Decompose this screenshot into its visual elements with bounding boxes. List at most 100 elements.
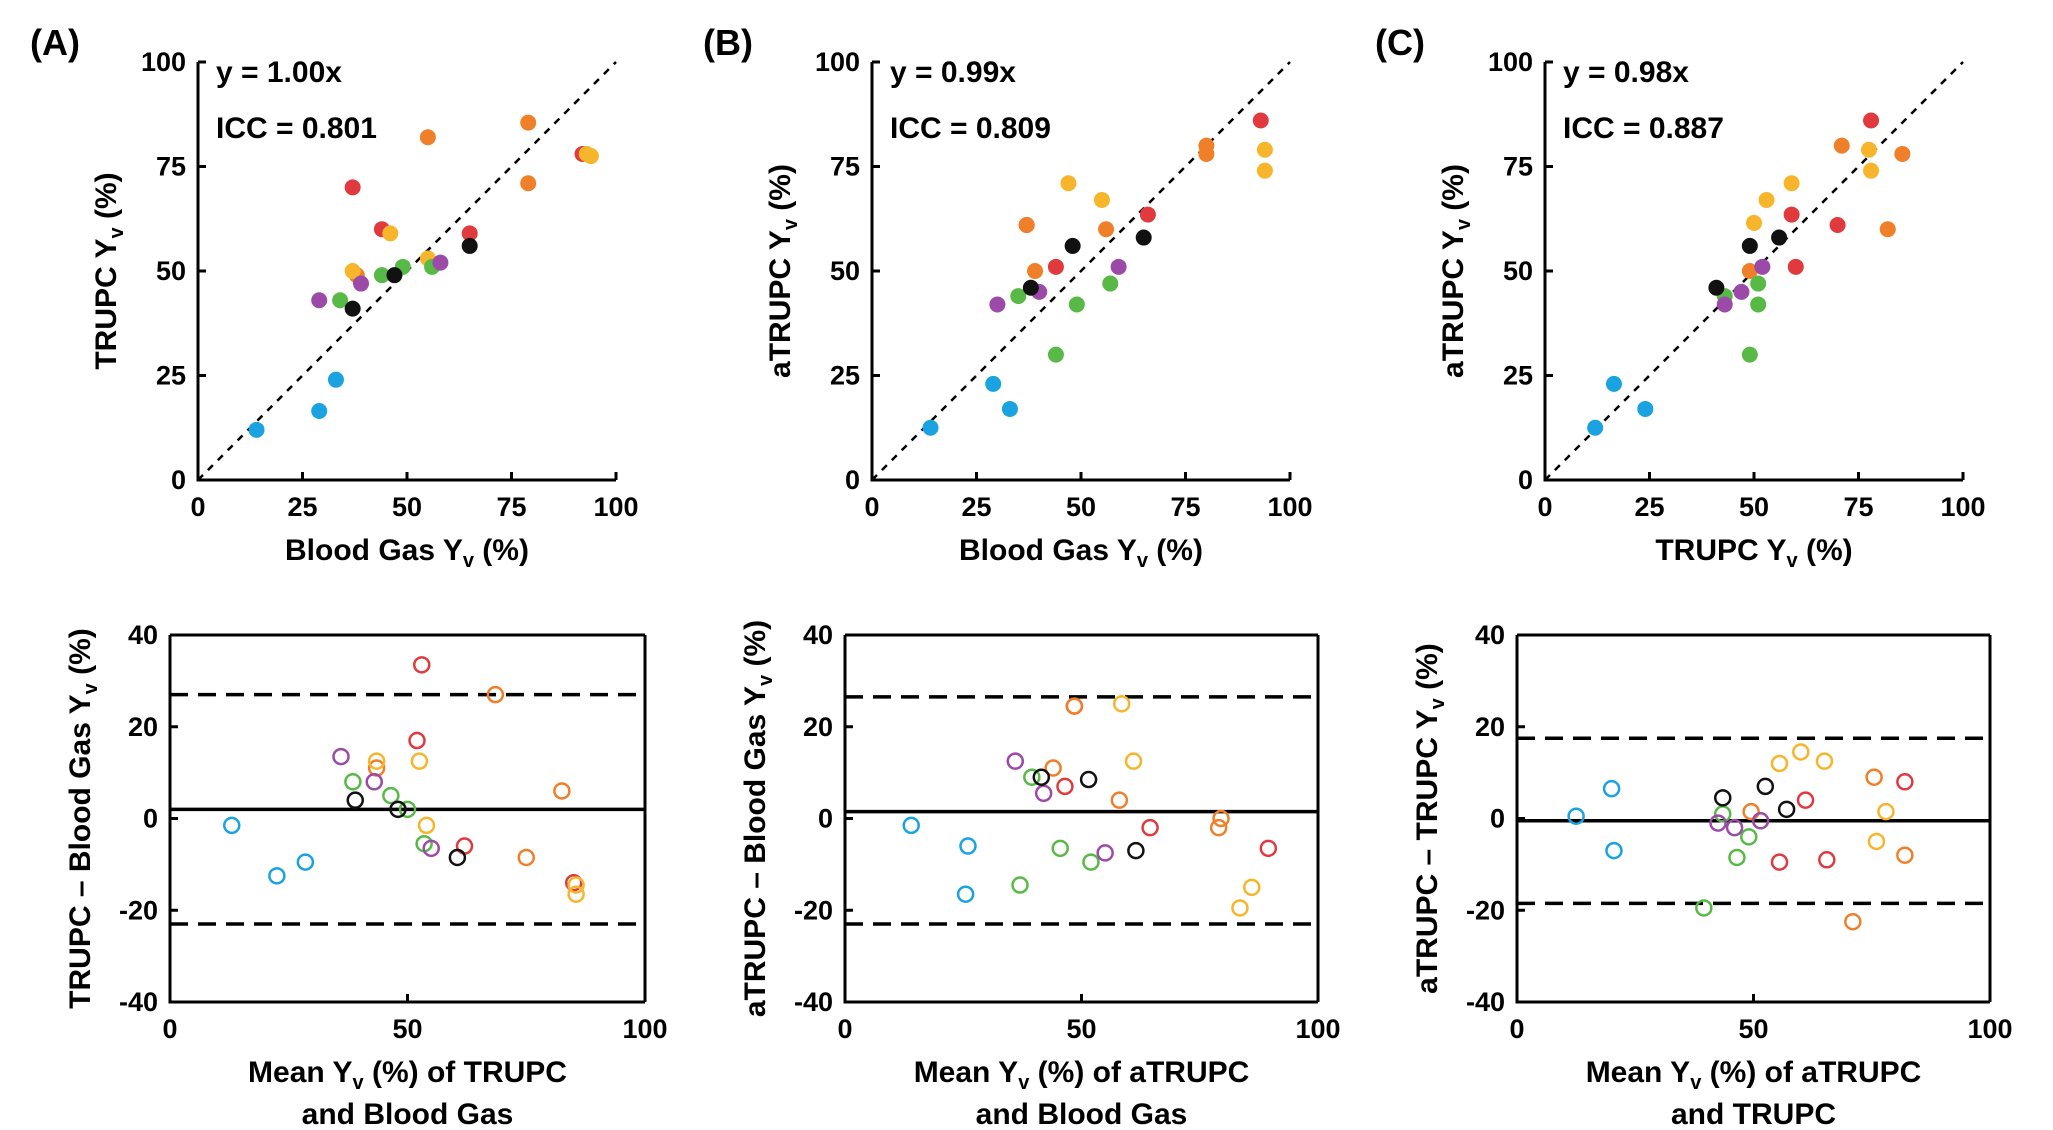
- data-point: [1064, 237, 1081, 254]
- x-tick-label: 50: [392, 492, 422, 522]
- y-tick-label: 0: [845, 465, 860, 495]
- data-point: [520, 114, 537, 131]
- y-axis-label-main: TRUPC Y: [90, 238, 123, 369]
- data-point: [344, 300, 361, 317]
- y-tick-label: 100: [1488, 47, 1533, 77]
- data-point: [1844, 912, 1862, 931]
- data-point: [1725, 818, 1744, 837]
- x-axis-label-main: Blood Gas Y: [285, 534, 463, 567]
- data-point: [1796, 791, 1815, 809]
- x-tick-label: 50: [1066, 1014, 1096, 1044]
- data-point: [1709, 814, 1727, 832]
- data-point: [327, 371, 344, 388]
- data-point: [1256, 162, 1273, 179]
- data-point: [461, 237, 478, 254]
- data-point: [1243, 878, 1261, 897]
- data-point: [1879, 221, 1896, 238]
- data-point: [1714, 789, 1732, 807]
- x-tick-label: 25: [1634, 492, 1664, 522]
- data-point: [1010, 288, 1027, 305]
- y-tick-label: 20: [128, 712, 158, 742]
- data-point: [1708, 279, 1725, 296]
- y-axis-label-main: aTRUPC Y: [764, 230, 797, 378]
- data-point: [268, 867, 286, 885]
- data-point: [1741, 346, 1758, 363]
- x-axis-label: Blood Gas Yv (%): [285, 534, 529, 572]
- y-axis-label-subscript: v: [755, 674, 777, 686]
- data-point: [344, 773, 362, 791]
- data-point: [1051, 839, 1069, 858]
- y-tick-label: 100: [141, 47, 186, 77]
- data-point: [1231, 899, 1249, 917]
- x-axis-label-suffix: (%): [1148, 534, 1203, 567]
- y-tick-label: -20: [1466, 895, 1505, 925]
- x-axis-label-subscript: v: [1018, 1072, 1030, 1094]
- x-tick-label: 0: [190, 492, 205, 522]
- y-tick-label: 50: [1503, 256, 1533, 286]
- data-point: [1032, 768, 1051, 786]
- y-axis-label-subscript: v: [80, 682, 102, 694]
- data-point: [1716, 296, 1733, 313]
- data-point: [1750, 275, 1767, 292]
- data-point: [1770, 754, 1789, 773]
- data-point: [1741, 263, 1758, 279]
- x-axis-label: Mean Yv (%) of TRUPC: [248, 1056, 567, 1094]
- data-point: [346, 791, 364, 809]
- data-point: [1141, 818, 1159, 837]
- annotation-text: y = 0.98x: [1563, 56, 1689, 89]
- x-axis-label-line2: and TRUPC: [1671, 1098, 1836, 1130]
- data-point: [1209, 818, 1228, 837]
- data-point: [386, 267, 403, 284]
- y-axis-label: TRUPC – Blood Gas Yv (%): [64, 628, 102, 1009]
- y-tick-label: 75: [830, 152, 860, 182]
- x-tick-label: 100: [1295, 1014, 1340, 1044]
- data-point: [223, 816, 241, 835]
- data-point: [332, 747, 350, 766]
- data-point: [567, 885, 585, 903]
- data-point: [1102, 275, 1119, 292]
- data-point: [1079, 770, 1098, 789]
- data-point: [1894, 145, 1911, 162]
- data-point: [1212, 809, 1230, 828]
- data-point: [1127, 841, 1145, 860]
- data-point: [367, 752, 386, 770]
- y-tick-label: 0: [171, 465, 186, 495]
- x-tick-label: 100: [622, 1014, 667, 1044]
- data-point: [398, 800, 417, 819]
- data-point: [1829, 217, 1846, 234]
- data-point: [1605, 375, 1622, 392]
- data-point: [1771, 229, 1788, 246]
- data-point: [1867, 832, 1886, 851]
- data-point: [1833, 137, 1850, 154]
- data-point: [486, 685, 505, 704]
- data-point: [1047, 346, 1064, 363]
- data-point: [1860, 141, 1877, 158]
- y-tick-label: 25: [830, 361, 860, 391]
- data-point: [382, 786, 400, 805]
- data-point: [1750, 296, 1767, 313]
- data-point: [1877, 802, 1895, 821]
- annotation-text: y = 0.99x: [890, 56, 1016, 89]
- x-axis-label-subscript: v: [1137, 550, 1149, 572]
- annotation-text: ICC = 0.809: [890, 112, 1051, 145]
- y-axis-label-main: aTRUPC – TRUPC Y: [1411, 709, 1444, 994]
- x-axis-label-subscript: v: [463, 550, 475, 572]
- data-point: [553, 782, 571, 800]
- data-point: [1259, 839, 1278, 858]
- x-tick-label: 100: [593, 492, 638, 522]
- data-point: [1742, 802, 1760, 821]
- data-point: [517, 848, 535, 867]
- x-tick-label: 75: [1843, 492, 1873, 522]
- y-tick-label: 25: [156, 361, 186, 391]
- data-point: [1034, 784, 1053, 803]
- y-tick-label: 100: [815, 47, 860, 77]
- x-tick-label: 50: [1066, 492, 1096, 522]
- data-point: [902, 816, 920, 835]
- data-point: [1754, 258, 1771, 275]
- x-tick-label: 0: [1537, 492, 1552, 522]
- data-point: [1758, 191, 1775, 208]
- data-point: [1733, 283, 1750, 300]
- x-tick-label: 100: [1967, 1014, 2012, 1044]
